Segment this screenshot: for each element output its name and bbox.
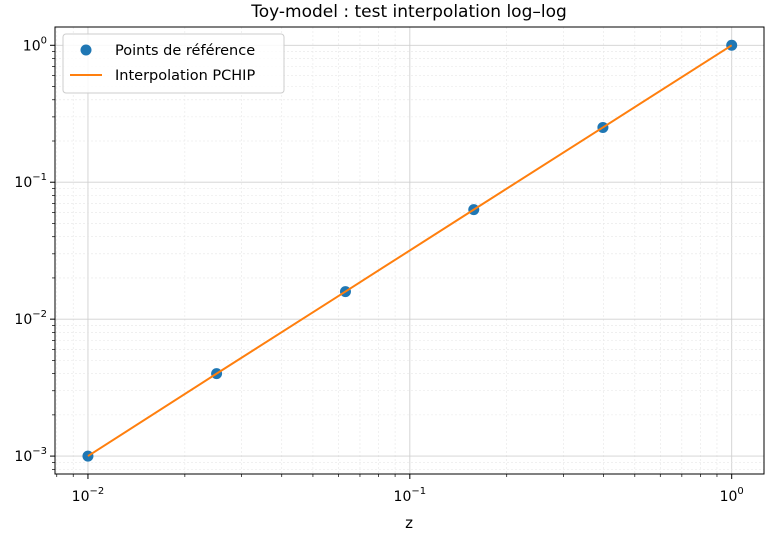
legend[interactable]: Points de référence Interpolation PCHIP — [62, 33, 285, 94]
x-axis-label: z — [405, 514, 413, 532]
series-layer — [82, 39, 738, 462]
pchip-interpolation-line — [87, 44, 733, 457]
legend-label-reference-points: Points de référence — [115, 43, 255, 59]
y-tick-label: 10−1 — [14, 172, 47, 191]
x-tick-label: 10−1 — [394, 486, 427, 505]
chart-title: Toy-model : test interpolation log–log — [250, 2, 567, 22]
x-tick-label: 10−2 — [72, 486, 105, 505]
legend-label-pchip: Interpolation PCHIP — [115, 68, 255, 84]
y-tick-label: 10−3 — [14, 446, 47, 465]
y-tick-label: 100 — [23, 35, 47, 54]
grid — [55, 27, 764, 474]
ticks: 10−2 10−1 100 10−3 10−2 10−1 100 — [14, 35, 743, 505]
legend-box — [62, 33, 285, 94]
legend-marker-reference-points — [80, 44, 92, 56]
y-tick-label: 10−2 — [14, 309, 47, 328]
x-tick-label: 100 — [720, 486, 744, 505]
